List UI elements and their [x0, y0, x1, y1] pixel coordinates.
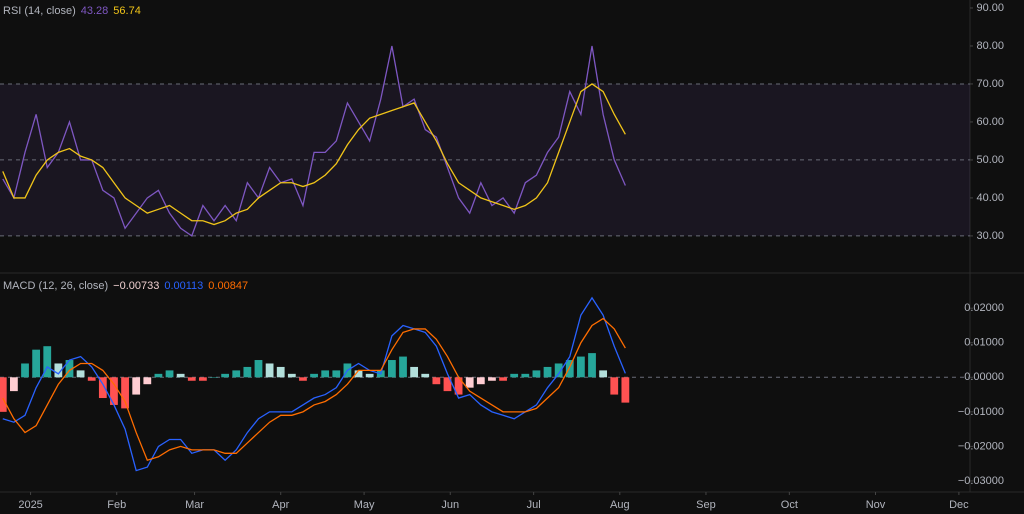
- x-tick-label: Jun: [441, 499, 459, 511]
- series-line: [2, 296, 626, 472]
- legend-text: −0.00733: [113, 280, 159, 292]
- histogram-bar: [10, 377, 18, 392]
- histogram-bar: [532, 370, 541, 378]
- histogram-bar: [321, 370, 330, 378]
- histogram-bar: [488, 377, 496, 381]
- histogram-bar: [265, 363, 274, 378]
- histogram-bar: [176, 373, 185, 378]
- histogram-bar: [476, 377, 485, 385]
- y-tick-label: 0.01000: [964, 337, 1004, 349]
- histogram-bar: [32, 349, 41, 378]
- histogram-bar: [565, 360, 574, 378]
- y-tick-label: 60.00: [976, 116, 1004, 128]
- histogram-bar: [143, 377, 152, 385]
- histogram-bar: [599, 370, 608, 378]
- histogram-bar: [87, 377, 96, 381]
- histogram-bar: [454, 377, 463, 395]
- histogram-bar: [21, 363, 29, 378]
- y-tick-label: 0.00000: [964, 371, 1004, 383]
- histogram-bar: [299, 377, 307, 381]
- histogram-bar: [510, 373, 519, 378]
- y-tick-label: 70.00: [976, 78, 1004, 90]
- histogram-bar: [610, 377, 619, 395]
- histogram-bar: [221, 373, 230, 378]
- histogram-bar: [310, 373, 318, 378]
- legend-text: MACD (12, 26, close): [3, 280, 108, 292]
- histogram-bar: [98, 377, 107, 399]
- x-tick-label: Aug: [610, 499, 630, 511]
- x-tick-label: Feb: [107, 499, 126, 511]
- legend-text: 43.28: [81, 5, 109, 17]
- histogram-bar: [76, 370, 85, 378]
- histogram-bar: [554, 363, 563, 378]
- histogram-bar: [165, 370, 174, 378]
- histogram-bar: [110, 377, 118, 405]
- y-tick-label: 40.00: [976, 192, 1004, 204]
- histogram-bar: [210, 377, 218, 378]
- histogram-bar: [588, 353, 596, 378]
- x-tick-label: Nov: [866, 499, 886, 511]
- legend-text: 0.00847: [208, 280, 248, 292]
- x-tick-label: Dec: [949, 499, 969, 511]
- series-line: [2, 83, 626, 226]
- histogram-bar: [365, 373, 374, 378]
- y-tick-label: −0.01000: [958, 406, 1004, 418]
- x-tick-label: Jul: [527, 499, 541, 511]
- series-line: [2, 45, 626, 237]
- histogram-bar: [121, 377, 129, 409]
- histogram-bar: [0, 377, 7, 412]
- legend-text: 0.00113: [164, 280, 203, 292]
- histogram-bar: [421, 373, 430, 378]
- histogram-bar: [410, 366, 419, 378]
- legend-text: 56.74: [113, 5, 141, 17]
- histogram-bar: [65, 360, 74, 378]
- histogram-bar: [388, 360, 396, 378]
- y-tick-label: −0.03000: [958, 475, 1004, 487]
- x-tick-label: Oct: [781, 499, 798, 511]
- y-tick-label: 30.00: [976, 230, 1004, 242]
- y-tick-label: 0.02000: [964, 302, 1004, 314]
- histogram-bar: [354, 370, 363, 378]
- histogram-bar: [432, 377, 441, 385]
- x-tick-label: Mar: [185, 499, 204, 511]
- x-tick-label: Apr: [272, 499, 289, 511]
- histogram-bar: [54, 363, 63, 378]
- histogram-bar: [199, 377, 207, 381]
- histogram-bar: [187, 377, 196, 381]
- histogram-bar: [43, 346, 52, 378]
- x-tick-label: 2025: [18, 499, 42, 511]
- histogram-bar: [465, 377, 474, 388]
- histogram-bar: [576, 356, 585, 378]
- histogram-bar: [243, 366, 252, 378]
- histogram-bar: [621, 377, 630, 403]
- y-tick-label: 50.00: [976, 154, 1004, 166]
- histogram-bar: [154, 373, 163, 378]
- histogram-bar: [132, 377, 141, 395]
- histogram-bar: [499, 377, 507, 381]
- histogram-bar: [521, 373, 530, 378]
- histogram-bar: [232, 370, 241, 378]
- histogram-bar: [276, 366, 285, 378]
- histogram-bar: [254, 360, 263, 378]
- histogram-bar: [543, 366, 552, 378]
- y-tick-label: 90.00: [976, 2, 1004, 14]
- histogram-bar: [399, 356, 407, 378]
- legend-text: RSI (14, close): [3, 5, 76, 17]
- histogram-bar: [332, 370, 341, 378]
- x-tick-label: May: [354, 499, 375, 511]
- series-line: [2, 317, 626, 462]
- histogram-bar: [443, 377, 452, 392]
- y-tick-label: −0.02000: [958, 440, 1004, 452]
- x-tick-label: Sep: [696, 499, 716, 511]
- y-tick-label: 80.00: [976, 40, 1004, 52]
- histogram-bar: [287, 373, 296, 378]
